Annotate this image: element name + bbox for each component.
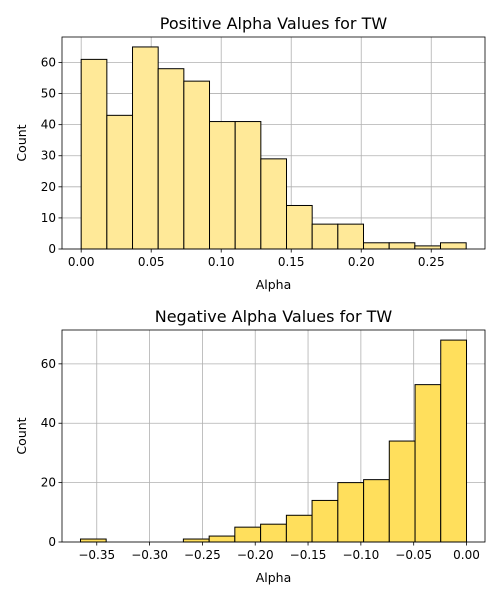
histogram-bar: [79, 538, 107, 543]
x-tick-label: 0.00: [453, 548, 480, 562]
histogram-bar: [285, 514, 313, 543]
histogram-bar: [440, 339, 468, 543]
axes-frame: [61, 329, 486, 543]
histogram-bar: [414, 384, 442, 543]
y-axis-label: Count: [14, 417, 29, 454]
histogram-bar: [106, 114, 134, 250]
histogram-bar: [132, 46, 159, 250]
histogram-bar: [440, 242, 467, 250]
y-axis-label: Count: [14, 124, 29, 161]
axes-frame: [61, 36, 486, 250]
y-tick-label: 10: [41, 211, 56, 225]
y-tick-label: 0: [48, 535, 56, 549]
negative-alpha-histogram: Negative Alpha Values for TW Alpha Count…: [14, 307, 486, 585]
x-tick-label: −0.25: [184, 548, 221, 562]
x-tick-label: 0.05: [138, 255, 165, 269]
histogram-bar: [208, 535, 236, 543]
histogram-bar: [234, 121, 262, 250]
histogram-bar: [337, 482, 365, 543]
histogram-bar: [311, 223, 339, 250]
histogram-bar: [388, 440, 416, 543]
x-tick-label: 0.20: [348, 255, 375, 269]
histogram-bar: [183, 80, 211, 250]
x-tick-label: −0.20: [237, 548, 274, 562]
positive-alpha-histogram: Positive Alpha Values for TW Alpha Count…: [14, 14, 486, 292]
histogram-bar: [414, 245, 442, 250]
x-axis-label: Alpha: [256, 570, 292, 585]
histogram-bar: [363, 479, 390, 543]
x-tick-label: 0.25: [418, 255, 445, 269]
y-tick-label: 20: [41, 476, 56, 490]
histogram-bar: [311, 499, 339, 543]
x-tick-label: −0.35: [78, 548, 115, 562]
histogram-bar: [260, 158, 288, 250]
x-tick-label: 0.10: [208, 255, 235, 269]
histogram-bar: [157, 68, 185, 250]
histogram-bar: [182, 538, 210, 543]
y-tick-label: 20: [41, 180, 56, 194]
x-tick-label: 0.00: [68, 255, 95, 269]
histogram-bar: [388, 242, 416, 250]
x-tick-label: −0.05: [395, 548, 432, 562]
x-tick-label: −0.10: [342, 548, 379, 562]
histogram-bar: [209, 121, 236, 250]
x-axis-label: Alpha: [256, 277, 292, 292]
y-tick-label: 60: [41, 55, 56, 69]
chart-title: Negative Alpha Values for TW: [155, 307, 393, 326]
y-tick-label: 40: [41, 416, 56, 430]
histogram-bar: [260, 523, 287, 543]
y-tick-label: 40: [41, 118, 56, 132]
histogram-bar: [337, 223, 365, 250]
x-tick-label: −0.15: [290, 548, 327, 562]
x-tick-label: 0.15: [278, 255, 305, 269]
y-tick-label: 50: [41, 87, 56, 101]
bars: [79, 339, 468, 543]
y-tick-label: 0: [48, 242, 56, 256]
histogram-bar: [234, 526, 262, 543]
histogram-bar: [286, 204, 313, 250]
histogram-bar: [80, 58, 108, 250]
bars: [80, 46, 467, 250]
y-tick-label: 30: [41, 149, 56, 163]
x-tick-label: −0.30: [131, 548, 168, 562]
histogram-bar: [363, 242, 390, 250]
y-tick-label: 60: [41, 357, 56, 371]
chart-title: Positive Alpha Values for TW: [160, 14, 388, 33]
